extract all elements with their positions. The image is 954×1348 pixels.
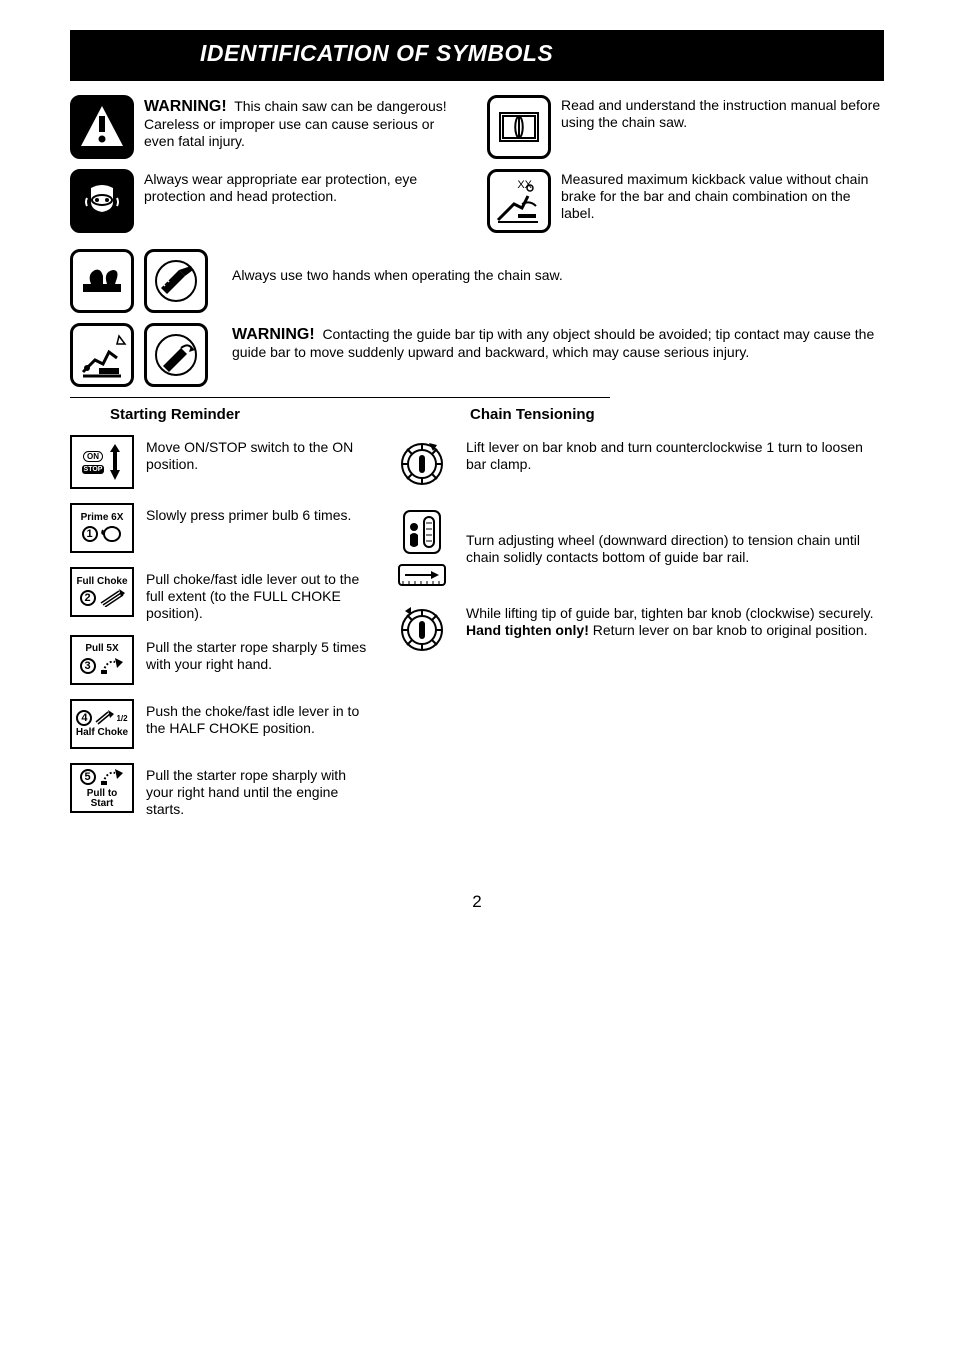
num-3: 3 bbox=[80, 658, 96, 674]
tension-step-2: Turn adjusting wheel (downward direction… bbox=[390, 507, 884, 587]
symbol-row-1: WARNING! This chain saw can be dangerous… bbox=[70, 95, 884, 169]
step-2-text: Slowly press primer bulb 6 times. bbox=[146, 503, 370, 524]
tension-2-text: Turn adjusting wheel (downward direction… bbox=[466, 528, 884, 566]
page-title: IDENTIFICATION OF SYMBOLS bbox=[200, 40, 864, 67]
protection-text: Always wear appropriate ear protection, … bbox=[144, 169, 467, 233]
warning-label: WARNING! bbox=[144, 98, 227, 115]
kickback-tip-icon bbox=[70, 323, 134, 387]
knob-tighten-icon bbox=[390, 601, 454, 659]
page: IDENTIFICATION OF SYMBOLS WARNING! This … bbox=[0, 0, 954, 952]
symbol-kickback-warn: WARNING! Contacting the guide bar tip wi… bbox=[70, 323, 884, 387]
knob-loosen-icon bbox=[390, 435, 454, 493]
protection-icon bbox=[70, 169, 134, 233]
step-pull-5x: Pull 5X 3 Pull the starter rope sharply … bbox=[70, 635, 370, 685]
on-stop-icon: ON STOP bbox=[70, 435, 134, 489]
tension-1-text: Lift lever on bar knob and turn counterc… bbox=[466, 435, 884, 473]
step-1-text: Move ON/STOP switch to the ON position. bbox=[146, 435, 370, 473]
tension-3-bold: Hand tighten only! bbox=[466, 622, 589, 638]
starting-heading: Starting Reminder bbox=[110, 406, 370, 423]
symbol-kickback-value: XX Measured maximum kickback value witho… bbox=[487, 169, 884, 233]
kickback-warn-label: WARNING! bbox=[232, 326, 315, 343]
half-frac: 1/2 bbox=[116, 714, 127, 723]
symbol-warning: WARNING! This chain saw can be dangerous… bbox=[70, 95, 467, 159]
kickback-warn-body: Contacting the guide bar tip with any ob… bbox=[232, 326, 874, 360]
on-label: ON bbox=[83, 451, 103, 462]
pull-5x-label: Pull 5X bbox=[85, 644, 118, 654]
manual-text: Read and understand the instruction manu… bbox=[561, 95, 884, 159]
prime-icon: Prime 6X 1 bbox=[70, 503, 134, 553]
two-hands-text: Always use two hands when operating the … bbox=[218, 249, 884, 313]
symbol-manual: Read and understand the instruction manu… bbox=[487, 95, 884, 159]
starting-col: Starting Reminder ON STOP Move ON/STOP s… bbox=[70, 400, 370, 832]
num-4: 4 bbox=[76, 710, 92, 726]
tension-3-pre: While lifting tip of guide bar, tighten … bbox=[466, 605, 874, 621]
num-2: 2 bbox=[80, 590, 96, 606]
tensioning-heading: Chain Tensioning bbox=[470, 406, 884, 423]
tension-step-1: Lift lever on bar knob and turn counterc… bbox=[390, 435, 884, 493]
two-hands-grip-icon bbox=[70, 249, 134, 313]
two-hands-saw-icon bbox=[144, 249, 208, 313]
kickback-arc-icon bbox=[144, 323, 208, 387]
step-6-text: Pull the starter rope sharply with your … bbox=[146, 763, 370, 817]
symbol-two-hands: Always use two hands when operating the … bbox=[70, 249, 884, 313]
step-4-text: Pull the starter rope sharply 5 times wi… bbox=[146, 635, 370, 673]
adjust-wheel-icon bbox=[390, 507, 454, 587]
tension-3-text: While lifting tip of guide bar, tighten … bbox=[466, 601, 884, 639]
step-pull-start: 5 Pull to Start Pull the starter rope sh… bbox=[70, 763, 370, 817]
pull-5x-icon: Pull 5X 3 bbox=[70, 635, 134, 685]
step-5-text: Push the choke/fast idle lever in to the… bbox=[146, 699, 370, 737]
tension-step-3: While lifting tip of guide bar, tighten … bbox=[390, 601, 884, 659]
step-full-choke: Full Choke 2 Pull choke/fast idle lever … bbox=[70, 567, 370, 621]
pull-start-icon: 5 Pull to Start bbox=[70, 763, 134, 813]
step-3-text: Pull choke/fast idle lever out to the fu… bbox=[146, 567, 370, 621]
half-choke-label: Half Choke bbox=[76, 728, 128, 738]
step-on-stop: ON STOP Move ON/STOP switch to the ON po… bbox=[70, 435, 370, 489]
full-choke-icon: Full Choke 2 bbox=[70, 567, 134, 617]
pull-start-label: Pull to Start bbox=[74, 789, 130, 809]
tensioning-col: Chain Tensioning bbox=[390, 400, 884, 832]
num-1: 1 bbox=[82, 526, 98, 542]
symbol-row-2: Always wear appropriate ear protection, … bbox=[70, 169, 884, 243]
separator bbox=[70, 397, 610, 398]
tension-3-post: Return lever on bar knob to original pos… bbox=[589, 622, 868, 638]
symbol-protection: Always wear appropriate ear protection, … bbox=[70, 169, 467, 233]
stop-label: STOP bbox=[82, 465, 105, 474]
prime-label: Prime 6X bbox=[81, 513, 124, 523]
num-5: 5 bbox=[80, 769, 96, 785]
manual-icon bbox=[487, 95, 551, 159]
kickback-warn-text: WARNING! Contacting the guide bar tip wi… bbox=[218, 323, 884, 387]
kickback-value-icon: XX bbox=[487, 169, 551, 233]
step-prime: Prime 6X 1 Slowly press primer bulb 6 ti… bbox=[70, 503, 370, 553]
warning-text: WARNING! This chain saw can be dangerous… bbox=[144, 95, 467, 159]
page-number: 2 bbox=[70, 892, 884, 912]
step-half-choke: 4 1/2 Half Choke Push the choke/fast idl… bbox=[70, 699, 370, 749]
warning-triangle-icon bbox=[70, 95, 134, 159]
title-bar: IDENTIFICATION OF SYMBOLS bbox=[70, 30, 884, 81]
kickback-value-text: Measured maximum kickback value without … bbox=[561, 169, 884, 233]
full-choke-label: Full Choke bbox=[76, 577, 127, 587]
instructions: Starting Reminder ON STOP Move ON/STOP s… bbox=[70, 400, 884, 832]
half-choke-icon: 4 1/2 Half Choke bbox=[70, 699, 134, 749]
